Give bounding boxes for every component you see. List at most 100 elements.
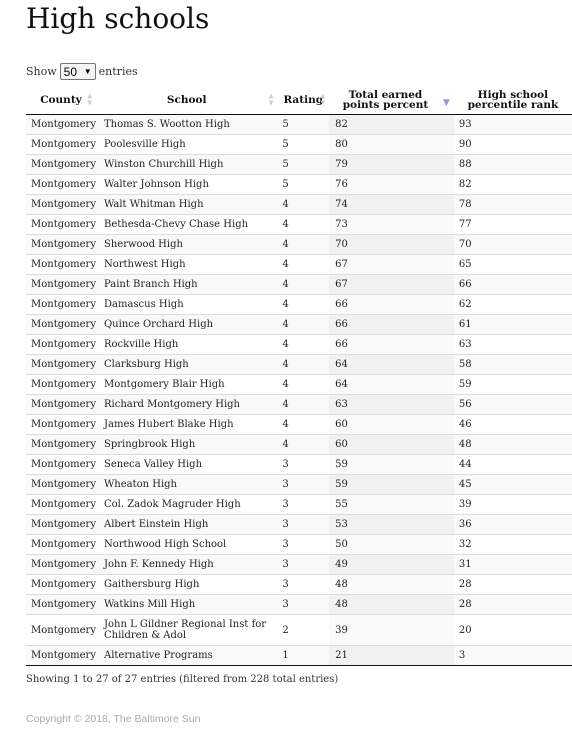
- sort-both-icon: ▲ ▼: [87, 92, 92, 107]
- table-row: Montgomery Thomas S. Wootton High 5 82 93: [26, 114, 572, 135]
- school-cell: Northwood High School: [95, 534, 278, 555]
- percentile-cell: 20: [453, 614, 572, 646]
- school-cell: Gaithersburg High: [95, 574, 278, 595]
- column-header-school[interactable]: School ▲ ▼: [95, 86, 278, 115]
- county-cell: Montgomery: [26, 334, 96, 355]
- points-cell: 66: [329, 314, 454, 335]
- sort-both-icon: ▲ ▼: [320, 92, 326, 107]
- rating-cell: 5: [277, 114, 330, 135]
- table-info: Showing 1 to 27 of 27 entries (filtered …: [26, 674, 339, 685]
- percentile-cell: 28: [453, 574, 572, 595]
- county-cell: Montgomery: [26, 314, 96, 335]
- sort-both-icon: ▲ ▼: [268, 92, 274, 107]
- table-row: Montgomery Wheaton High 3 59 45: [26, 474, 572, 495]
- page-title: High schools: [26, 2, 210, 35]
- rating-cell: 3: [277, 454, 330, 475]
- county-cell: Montgomery: [26, 645, 96, 666]
- county-cell: Montgomery: [26, 614, 96, 646]
- percentile-cell: 90: [453, 134, 572, 155]
- county-cell: Montgomery: [26, 354, 96, 375]
- points-cell: 48: [329, 574, 454, 595]
- points-cell: 66: [329, 294, 454, 315]
- column-header-total-points[interactable]: Total earned points percent ▼: [329, 86, 454, 115]
- percentile-cell: 82: [453, 174, 572, 195]
- entries-length-control: Show 50 ▼ entries: [26, 63, 138, 80]
- rating-cell: 4: [277, 274, 330, 295]
- county-cell: Montgomery: [26, 454, 96, 475]
- school-cell: Damascus High: [95, 294, 278, 315]
- school-cell: Poolesville High: [95, 134, 278, 155]
- county-cell: Montgomery: [26, 294, 96, 315]
- rating-cell: 2: [277, 614, 330, 646]
- rating-cell: 1: [277, 645, 330, 666]
- table-row: Montgomery Montgomery Blair High 4 64 59: [26, 374, 572, 395]
- percentile-cell: 63: [453, 334, 572, 355]
- rating-cell: 3: [277, 574, 330, 595]
- table-row: Montgomery Sherwood High 4 70 70: [26, 234, 572, 255]
- county-cell: Montgomery: [26, 194, 96, 215]
- table-row: Montgomery Walt Whitman High 4 74 78: [26, 194, 572, 215]
- points-cell: 21: [329, 645, 454, 666]
- points-cell: 50: [329, 534, 454, 555]
- percentile-cell: 78: [453, 194, 572, 215]
- county-cell: Montgomery: [26, 134, 96, 155]
- school-cell: Rockville High: [95, 334, 278, 355]
- county-cell: Montgomery: [26, 434, 96, 455]
- column-header-label: County: [40, 94, 82, 106]
- points-cell: 49: [329, 554, 454, 575]
- percentile-cell: 58: [453, 354, 572, 375]
- rating-cell: 3: [277, 554, 330, 575]
- school-cell: Richard Montgomery High: [95, 394, 278, 415]
- table-row: Montgomery Northwest High 4 67 65: [26, 254, 572, 275]
- rating-cell: 4: [277, 394, 330, 415]
- school-cell: Springbrook High: [95, 434, 278, 455]
- school-cell: John F. Kennedy High: [95, 554, 278, 575]
- table-row: Montgomery Poolesville High 5 80 90: [26, 134, 572, 155]
- percentile-cell: 59: [453, 374, 572, 395]
- county-cell: Montgomery: [26, 534, 96, 555]
- points-cell: 39: [329, 614, 454, 646]
- county-cell: Montgomery: [26, 394, 96, 415]
- school-cell: Walter Johnson High: [95, 174, 278, 195]
- points-cell: 74: [329, 194, 454, 215]
- column-header-rating[interactable]: Rating ▲ ▼: [277, 86, 330, 115]
- points-cell: 59: [329, 474, 454, 495]
- rating-cell: 5: [277, 174, 330, 195]
- school-cell: Montgomery Blair High: [95, 374, 278, 395]
- county-cell: Montgomery: [26, 574, 96, 595]
- points-cell: 76: [329, 174, 454, 195]
- school-cell: James Hubert Blake High: [95, 414, 278, 435]
- points-cell: 82: [329, 114, 454, 135]
- table-row: Montgomery James Hubert Blake High 4 60 46: [26, 414, 572, 435]
- points-cell: 63: [329, 394, 454, 415]
- rating-cell: 4: [277, 294, 330, 315]
- percentile-cell: 44: [453, 454, 572, 475]
- show-label: Show: [26, 65, 57, 78]
- column-header-percentile-rank[interactable]: High school percentile rank: [453, 86, 572, 115]
- points-cell: 60: [329, 414, 454, 435]
- points-cell: 67: [329, 254, 454, 275]
- percentile-cell: 46: [453, 414, 572, 435]
- percentile-cell: 56: [453, 394, 572, 415]
- county-cell: Montgomery: [26, 494, 96, 515]
- county-cell: Montgomery: [26, 374, 96, 395]
- table-row: Montgomery Quince Orchard High 4 66 61: [26, 314, 572, 335]
- points-cell: 73: [329, 214, 454, 235]
- rating-cell: 4: [277, 254, 330, 275]
- rating-cell: 4: [277, 194, 330, 215]
- column-header-county[interactable]: County ▲ ▼: [26, 86, 96, 115]
- table-row: Montgomery Watkins Mill High 3 48 28: [26, 594, 572, 615]
- county-cell: Montgomery: [26, 554, 96, 575]
- table-row: Montgomery Clarksburg High 4 64 58: [26, 354, 572, 375]
- percentile-cell: 39: [453, 494, 572, 515]
- points-cell: 53: [329, 514, 454, 535]
- table-row: Montgomery Gaithersburg High 3 48 28: [26, 574, 572, 595]
- percentile-cell: 65: [453, 254, 572, 275]
- table-header-row: County ▲ ▼ School ▲ ▼ Rating ▲ ▼ Total earn…: [26, 86, 572, 115]
- percentile-cell: 88: [453, 154, 572, 175]
- entries-per-page-select[interactable]: 50 ▼: [59, 63, 96, 80]
- percentile-cell: 3: [453, 645, 572, 666]
- county-cell: Montgomery: [26, 214, 96, 235]
- chevron-down-icon: ▼: [83, 67, 92, 76]
- county-cell: Montgomery: [26, 234, 96, 255]
